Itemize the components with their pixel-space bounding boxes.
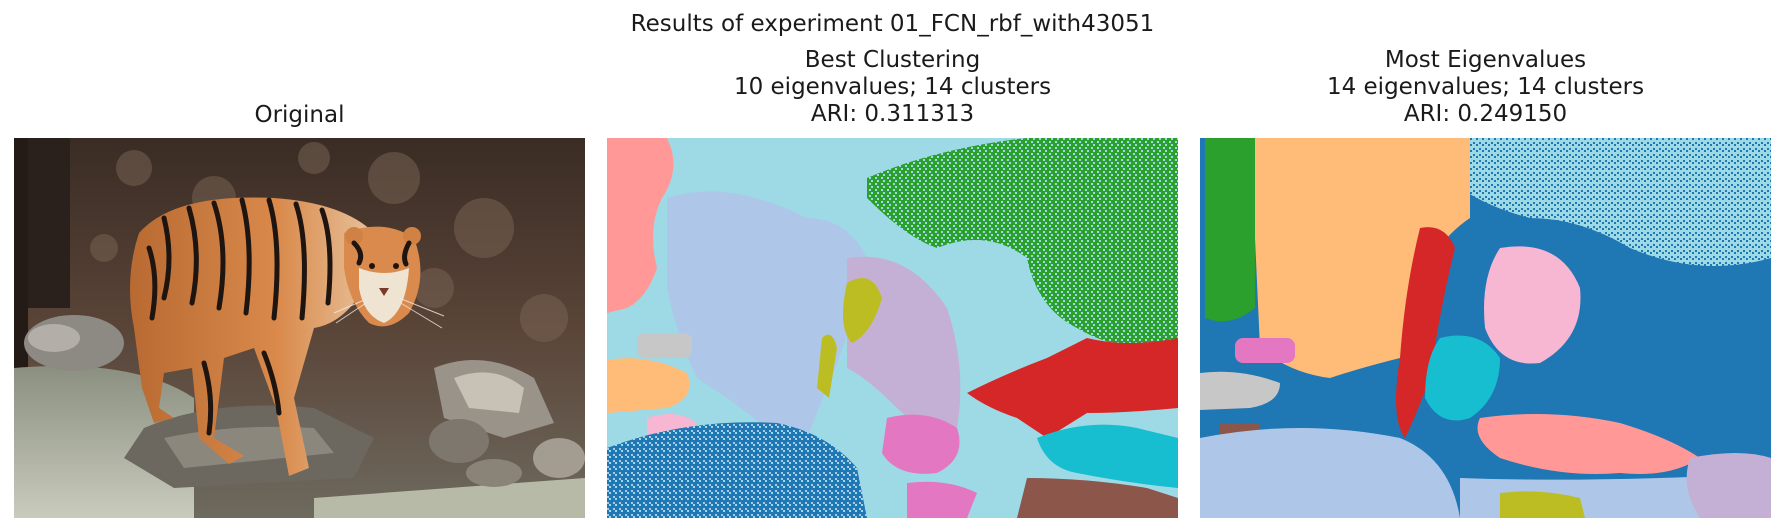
original-image-panel bbox=[14, 138, 585, 518]
best-clustering-panel bbox=[607, 138, 1178, 518]
title-line: 14 eigenvalues; 14 clusters bbox=[1326, 74, 1645, 100]
title-line: Original bbox=[254, 102, 345, 128]
best-clustering-segmentation bbox=[607, 138, 1178, 518]
panel-title-best-clustering: Best Clustering 10 eigenvalues; 14 clust… bbox=[607, 47, 1178, 128]
most-eigenvalues-segmentation bbox=[1200, 138, 1771, 518]
most-eigenvalues-panel bbox=[1200, 138, 1771, 518]
title-line: ARI: 0.311313 bbox=[810, 101, 975, 127]
figure-suptitle: Results of experiment 01_FCN_rbf_with430… bbox=[630, 11, 1155, 37]
title-line: Most Eigenvalues bbox=[1384, 47, 1587, 73]
title-line: ARI: 0.249150 bbox=[1403, 101, 1568, 127]
title-line: Best Clustering bbox=[804, 47, 981, 73]
tiger-photo bbox=[14, 138, 585, 518]
panel-title-most-eigenvalues: Most Eigenvalues 14 eigenvalues; 14 clus… bbox=[1200, 47, 1771, 128]
title-line: 10 eigenvalues; 14 clusters bbox=[733, 74, 1052, 100]
panel-title-original: Original bbox=[14, 102, 585, 129]
